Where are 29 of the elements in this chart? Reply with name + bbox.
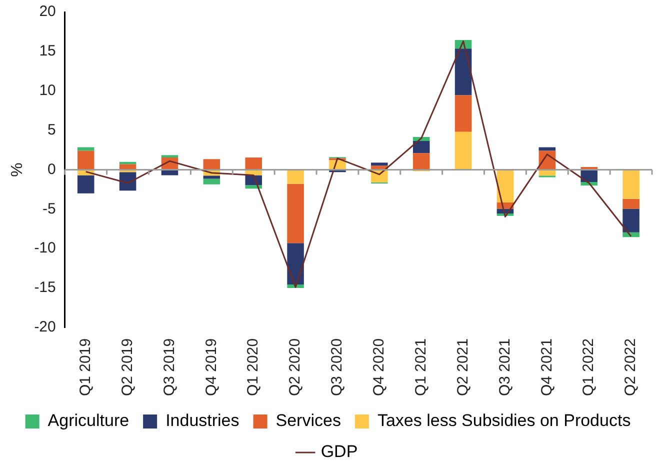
y-tick-label: 5	[48, 121, 56, 138]
x-tick-label: Q2 2021	[454, 338, 472, 396]
x-tick-label: Q2 2019	[118, 338, 136, 396]
y-tick-label: 0	[48, 160, 56, 178]
x-tick-label: Q2 2020	[286, 338, 304, 396]
y-tick-label: -15	[34, 279, 56, 296]
y-tick-label: 15	[39, 42, 56, 60]
x-tick-label: Q1 2020	[244, 338, 262, 396]
y-tick-label: -10	[34, 240, 56, 257]
x-tick-label: Q1 2022	[580, 338, 598, 396]
legend-label: Services	[276, 411, 341, 430]
y-tick-label: -5	[42, 200, 56, 218]
legend-label: Agriculture	[48, 411, 130, 430]
legend-label: Taxes less Subsidies on Products	[377, 411, 631, 430]
y-axis-title: %	[9, 162, 26, 177]
y-tick-label: 10	[39, 82, 56, 100]
x-tick-label: Q3 2021	[496, 338, 514, 396]
y-tick-label: 20	[39, 3, 56, 20]
legend-label: GDP	[320, 442, 358, 462]
x-tick-label: Q1 2019	[76, 338, 94, 396]
x-tick-label: Q2 2022	[622, 338, 640, 396]
y-tick-label: -20	[34, 318, 56, 336]
x-tick-label: Q4 2019	[202, 338, 220, 396]
x-tick-label: Q3 2020	[328, 338, 346, 396]
x-tick-label: Q4 2020	[370, 338, 388, 396]
legend-label: Industries	[166, 411, 240, 430]
x-tick-label: Q4 2021	[538, 338, 556, 396]
x-tick-label: Q1 2021	[412, 338, 430, 396]
x-tick-label: Q3 2019	[160, 338, 178, 396]
